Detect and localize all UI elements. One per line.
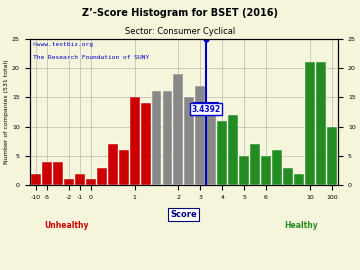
Y-axis label: Number of companies (531 total): Number of companies (531 total) [4,60,9,164]
Text: Score: Score [171,210,197,219]
Text: Sector: Consumer Cyclical: Sector: Consumer Cyclical [125,27,235,36]
Text: ©www.textbiz.org: ©www.textbiz.org [33,42,93,46]
Bar [316,62,326,185]
Bar [42,162,52,185]
Bar [195,86,205,185]
Bar [217,121,227,185]
Bar [228,115,238,185]
Bar [53,162,63,185]
Bar [108,144,118,185]
Text: Healthy: Healthy [284,221,318,229]
Bar [261,156,271,185]
Bar [119,150,129,185]
Bar [152,92,161,185]
Bar [141,103,150,185]
Bar [239,156,249,185]
Bar [75,174,85,185]
Bar [64,180,74,185]
Bar [250,144,260,185]
Bar [130,97,140,185]
Bar [272,150,282,185]
Bar [97,168,107,185]
Bar [305,62,315,185]
Bar [327,127,337,185]
Bar [31,174,41,185]
Text: 3.4392: 3.4392 [191,104,220,113]
Bar [294,174,304,185]
Bar [184,97,194,185]
Text: Z’-Score Histogram for BSET (2016): Z’-Score Histogram for BSET (2016) [82,8,278,18]
Bar [86,180,96,185]
Bar [174,74,183,185]
Bar [206,109,216,185]
Text: The Research Foundation of SUNY: The Research Foundation of SUNY [33,55,149,60]
Bar [283,168,293,185]
Text: Unhealthy: Unhealthy [44,221,89,229]
Bar [163,92,172,185]
